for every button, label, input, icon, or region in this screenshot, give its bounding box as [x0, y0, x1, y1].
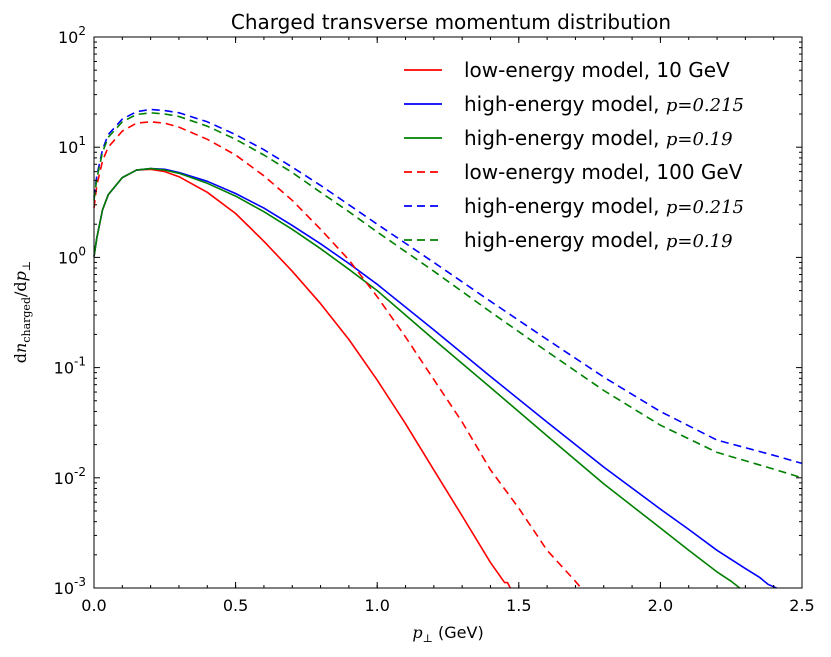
x-tick-label-3: 1.5: [506, 596, 531, 615]
y-tick-label-4: 10-2: [54, 465, 86, 488]
chart-title: Charged transverse momentum distribution: [231, 10, 671, 34]
legend-label-3: high-energy model, p=0.19: [464, 126, 733, 150]
x-axis-label-sub: ⊥: [423, 632, 433, 645]
series-line-6: [93, 112, 803, 479]
y-axis-label: dncharged/dp⊥: [11, 261, 33, 363]
y-label-sub: charged: [20, 297, 33, 343]
y-tick-label-3: 10-1: [54, 355, 86, 378]
y-label-n: n: [11, 343, 30, 353]
x-axis-label-var: p: [412, 623, 422, 642]
y-label-d: d: [11, 353, 30, 363]
plot-area: [94, 37, 802, 588]
x-tick-labels: 0.0 0.5 1.0 1.5 2.0 2.5: [81, 596, 814, 615]
y-label-p: p: [11, 271, 30, 281]
legend-label-6: high-energy model, p=0.19: [464, 228, 733, 252]
series-line-4: [93, 121, 582, 589]
x-tick-label-2: 1.0: [364, 596, 389, 615]
x-tick-label-5: 2.5: [789, 596, 814, 615]
x-axis-label: p⊥ (GeV): [412, 623, 483, 645]
y-label-psub: ⊥: [20, 261, 33, 271]
y-tick-label-0: 102: [58, 24, 86, 47]
x-tick-label-1: 0.5: [223, 596, 248, 615]
legend-label-4: low-energy model, 100 GeV: [464, 160, 743, 184]
x-tick-label-4: 2.0: [648, 596, 673, 615]
series-lines: [93, 108, 803, 589]
y-tick-label-5: 10-3: [54, 575, 86, 598]
legend: low-energy model, 10 GeV high-energy mode…: [404, 58, 744, 252]
x-axis-label-unit: (GeV): [433, 623, 484, 642]
series-line-3: [93, 167, 741, 589]
series-line-5: [93, 108, 803, 465]
y-tick-labels: 102 101 100 10-1 10-2 10-3: [54, 24, 86, 598]
legend-label-1: low-energy model, 10 GeV: [464, 58, 730, 82]
y-tick-label-2: 100: [58, 244, 86, 267]
legend-label-2: high-energy model, p=0.215: [464, 92, 744, 116]
y-tick-label-1: 101: [58, 134, 86, 157]
legend-label-5: high-energy model, p=0.215: [464, 194, 744, 218]
y-label-slash: /d: [11, 281, 30, 297]
x-tick-label-0: 0.0: [81, 596, 106, 615]
plot-frame: [93, 36, 803, 589]
